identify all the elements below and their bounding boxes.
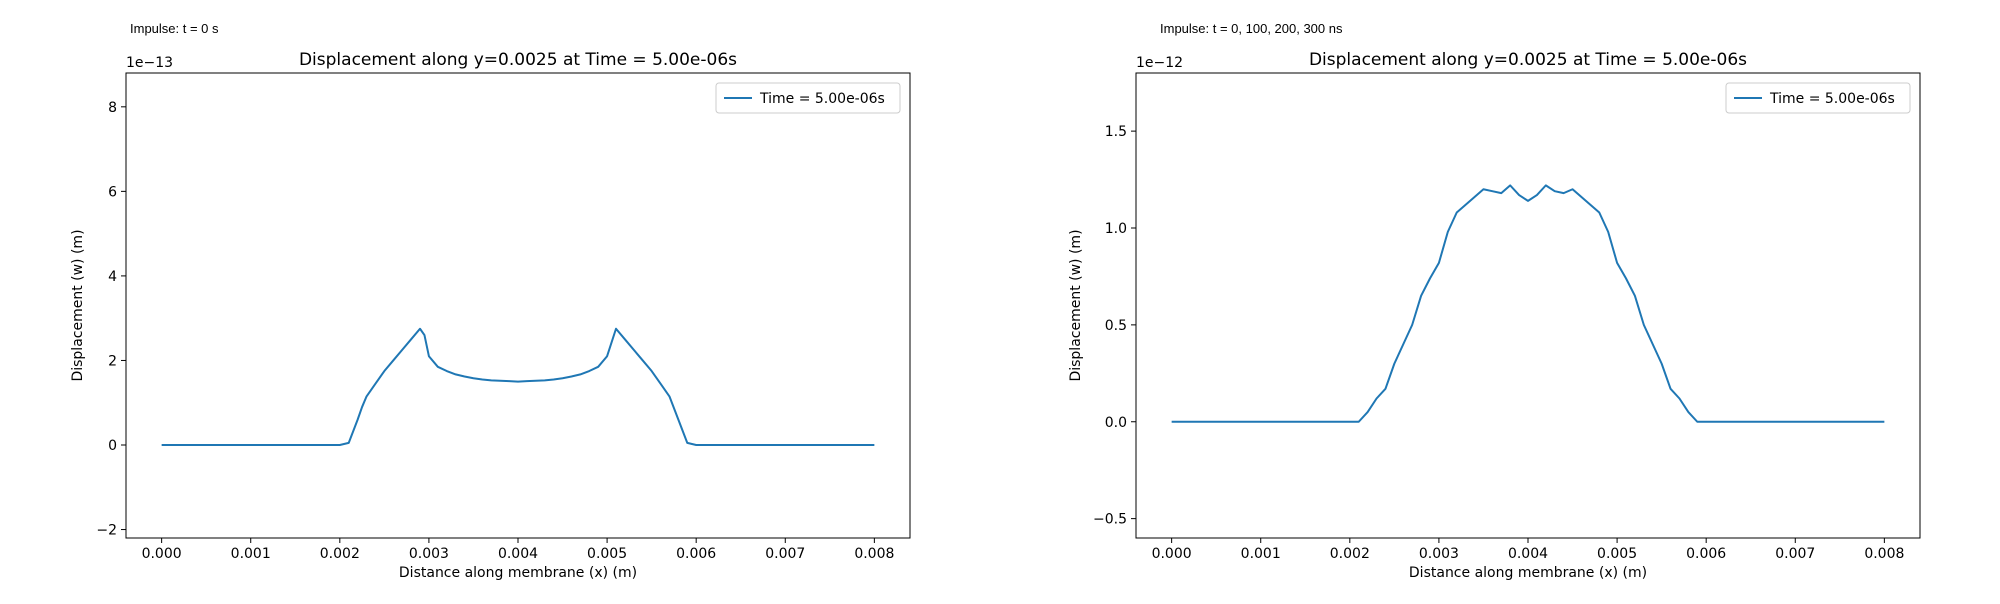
chart-1-xtick-label: 0.002 [1330, 546, 1370, 562]
chart-0-ytick-label: −2 [96, 523, 117, 539]
chart-0-legend-label: Time = 5.00e-06s [759, 91, 885, 107]
chart-0-title: Displacement along y=0.0025 at Time = 5.… [299, 50, 737, 70]
chart-1-xtick-label: 0.007 [1775, 546, 1815, 562]
chart-1-offset-text: 1e−12 [1136, 55, 1183, 71]
chart-0-xtick-label: 0.003 [409, 546, 449, 562]
chart-left-svg: 0.000 0.001 0.002 0.003 0.004 0.005 0.006 0.007… [70, 50, 911, 581]
chart-1-series-line [1171, 184, 1885, 423]
chart-0-ylabel: Displacement (w) (m) [70, 229, 86, 381]
caption-right: Impulse: t = 0, 100, 200, 300 ns [1160, 21, 1343, 36]
chart-0-ytick-label: 2 [108, 353, 117, 369]
caption-left: Impulse: t = 0 s [130, 21, 219, 36]
chart-1-xlabel: Distance along membrane (x) (m) [1409, 565, 1647, 581]
chart-right-svg: 0.000 0.001 0.002 0.003 0.004 0.005 0.006 0.007… [1068, 50, 1921, 581]
chart-0-xtick-label: 0.008 [854, 546, 894, 562]
chart-1-ytick-label: 1.0 [1105, 221, 1127, 237]
chart-1-axes-frame [1135, 72, 1921, 539]
chart-1-legend-label: Time = 5.00e-06s [1769, 91, 1895, 107]
chart-1-xtick-label: 0.005 [1597, 546, 1637, 562]
chart-0-xtick-label: 0.005 [587, 546, 627, 562]
chart-1-xtick-label: 0.008 [1864, 546, 1904, 562]
chart-1-xtick-label: 0.004 [1508, 546, 1548, 562]
chart-0-ytick-label: 4 [108, 269, 117, 285]
chart-0-xtick-label: 0.007 [765, 546, 805, 562]
chart-0-xtick-label: 0.000 [142, 546, 182, 562]
chart-1-ytick-label: 0.0 [1105, 415, 1127, 431]
chart-0-ytick-label: 8 [108, 100, 117, 116]
chart-1-ylabel: Displacement (w) (m) [1068, 229, 1084, 381]
chart-left: 0.000 0.001 0.002 0.003 0.004 0.005 0.006 0.007… [0, 0, 1000, 600]
chart-1-xtick-label: 0.003 [1419, 546, 1459, 562]
chart-0-ytick-label: 0 [108, 438, 117, 454]
chart-0-xtick-label: 0.001 [231, 546, 271, 562]
chart-0-xtick-label: 0.006 [676, 546, 716, 562]
chart-1-xtick-label: 0.006 [1686, 546, 1726, 562]
chart-0-xlabel: Distance along membrane (x) (m) [399, 565, 637, 581]
chart-1-ytick-label: −0.5 [1093, 512, 1127, 528]
chart-1-ytick-label: 1.5 [1105, 124, 1127, 140]
chart-0-ytick-label: 6 [108, 184, 117, 200]
chart-1-title: Displacement along y=0.0025 at Time = 5.… [1309, 50, 1747, 70]
chart-0-xtick-label: 0.004 [498, 546, 538, 562]
chart-1-xtick-label: 0.000 [1152, 546, 1192, 562]
chart-0-xtick-label: 0.002 [320, 546, 360, 562]
chart-0-legend [715, 82, 901, 114]
chart-0-offset-text: 1e−13 [126, 55, 173, 71]
chart-0-series-line [161, 327, 875, 446]
chart-0-axes-frame [125, 72, 911, 539]
chart-1-xtick-label: 0.001 [1241, 546, 1281, 562]
chart-1-legend [1725, 82, 1911, 114]
chart-1-ytick-label: 0.5 [1105, 318, 1127, 334]
chart-right: 0.000 0.001 0.002 0.003 0.004 0.005 0.006 0.007… [1000, 0, 2000, 600]
